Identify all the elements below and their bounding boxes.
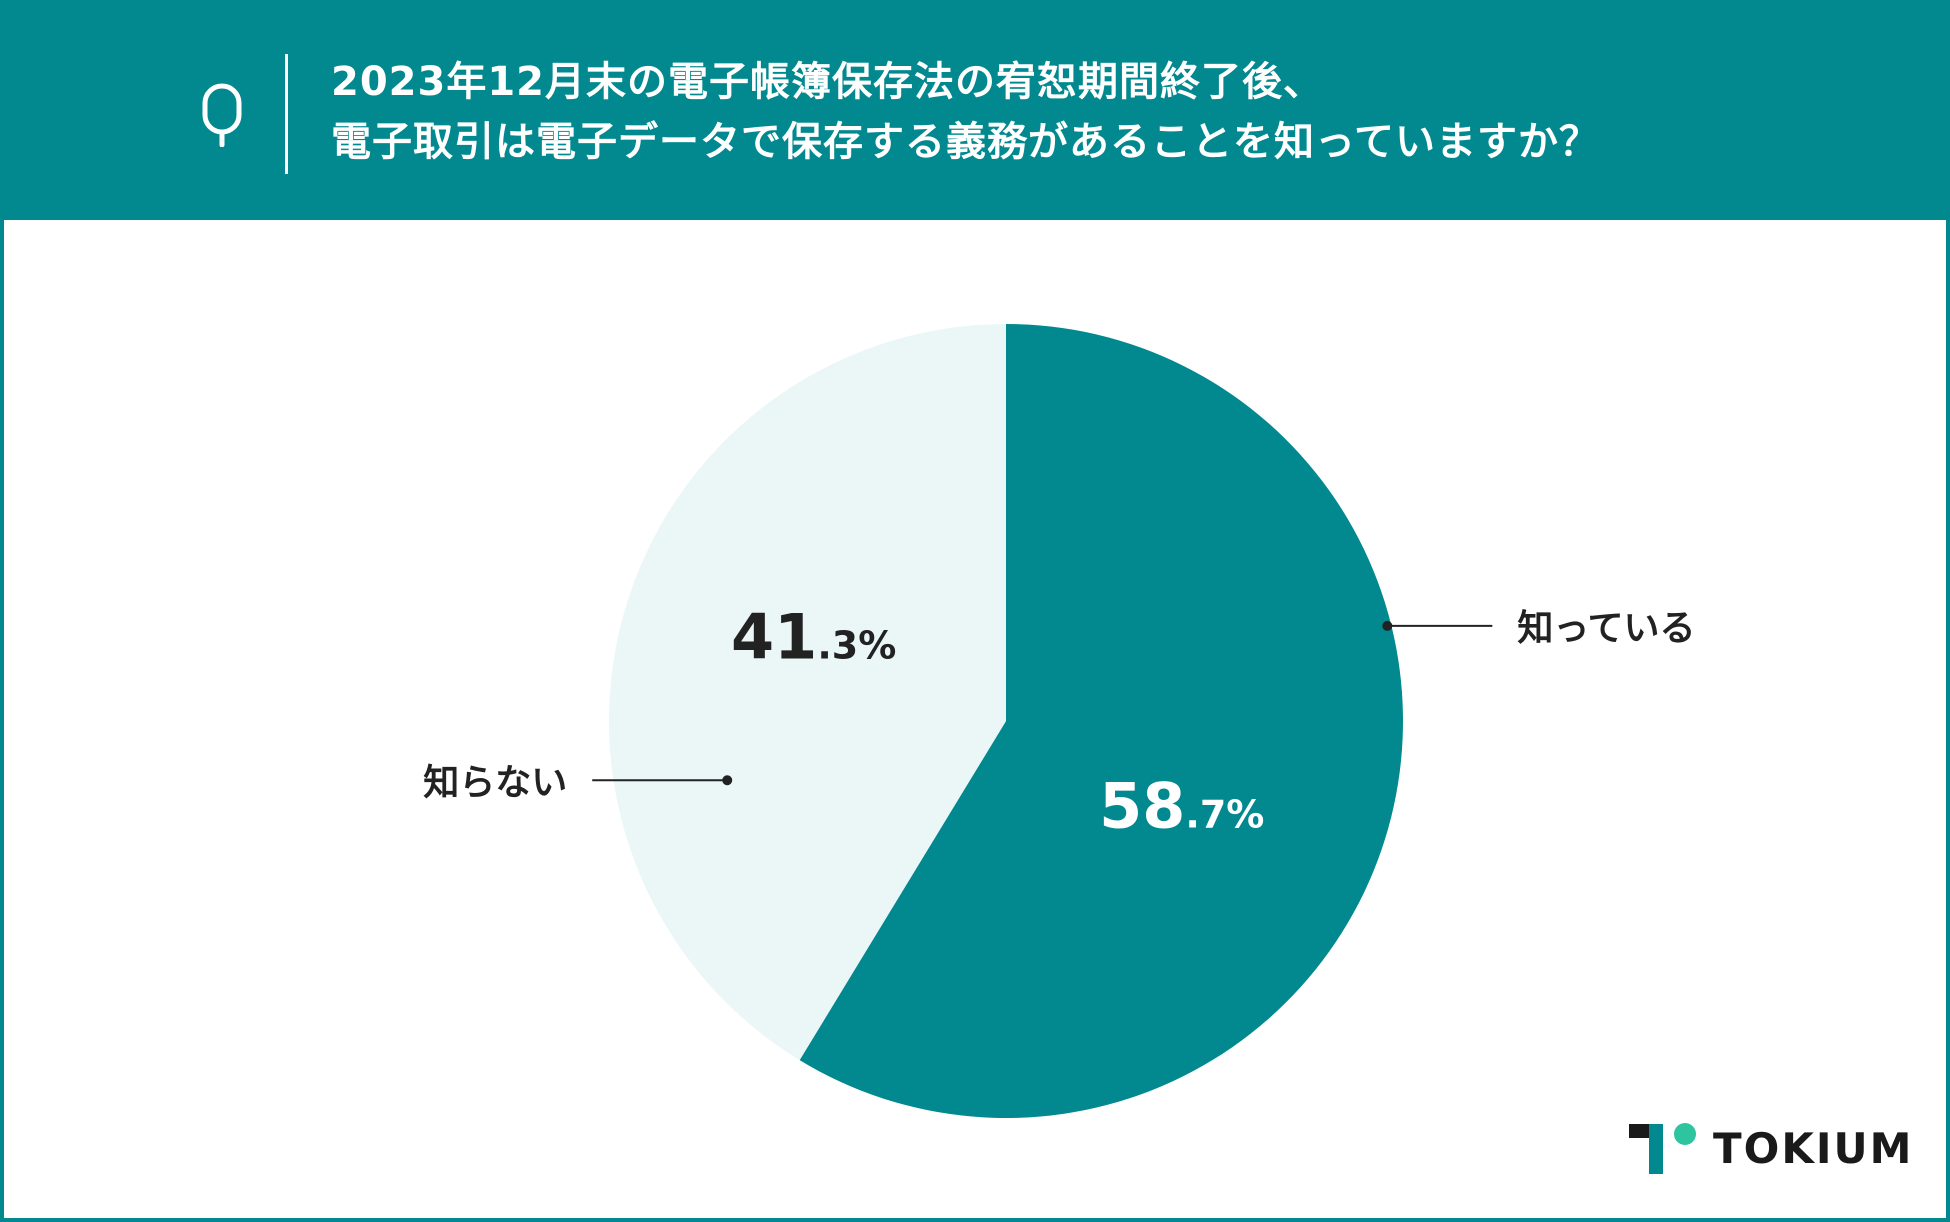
pie-slice-know — [799, 324, 1403, 1118]
q-icon-glyph — [202, 83, 242, 147]
pie-value-label-know: 58.7% — [1099, 769, 1264, 842]
category-label-know: 知っている — [1517, 608, 1695, 649]
question-q-icon — [182, 70, 262, 160]
tokium-logo-mark-icon — [1629, 1123, 1696, 1174]
question-header: 2023年12月末の電子帳簿保存法の宥恕期間終了後、 電子取引は電子データで保存… — [4, 0, 1950, 220]
tokium-logo-text: TOKIUM — [1713, 1123, 1914, 1173]
pie-slice-not-know — [608, 324, 1006, 1061]
question-title-line-1: 2023年12月末の電子帳簿保存法の宥恕期間終了後、 — [331, 59, 1324, 105]
tokium-logo: TOKIUM — [1629, 1120, 1913, 1176]
category-label-not-know: 知らない — [423, 762, 567, 803]
header-divider — [285, 54, 288, 174]
pie-value-label-not-know: 41.3% — [731, 601, 896, 674]
question-title-line-2: 電子取引は電子データで保存する義務があることを知っていますか？ — [331, 119, 1600, 165]
question-title: 2023年12月末の電子帳簿保存法の宥恕期間終了後、 電子取引は電子データで保存… — [331, 52, 1891, 172]
